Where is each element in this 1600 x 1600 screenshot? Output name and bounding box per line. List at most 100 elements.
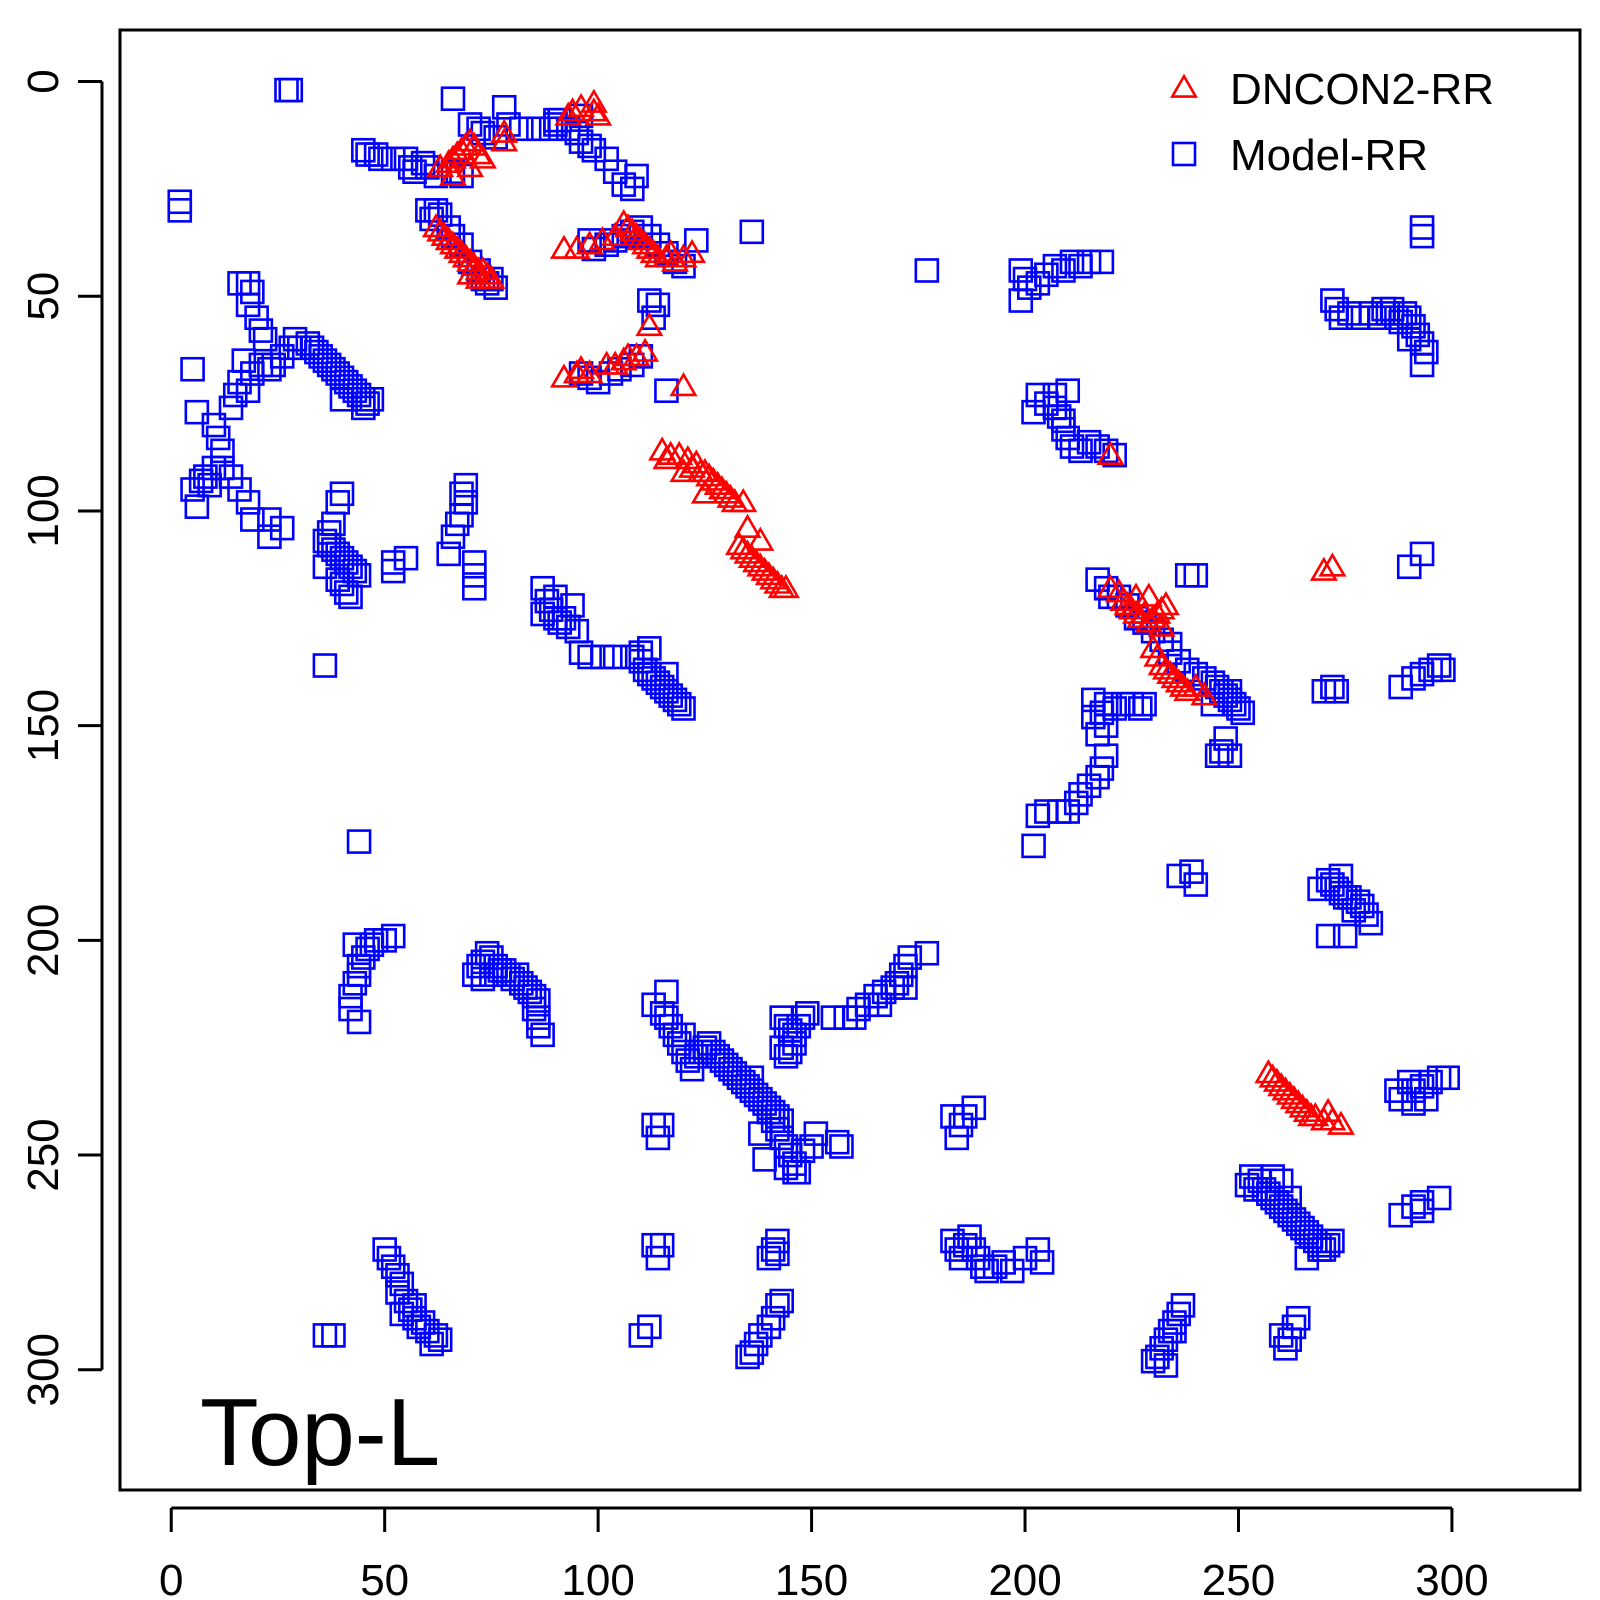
legend: DNCON2-RR Model-RR (1169, 65, 1494, 180)
data-point (579, 97, 608, 122)
data-point (415, 1318, 440, 1344)
data-point (427, 1327, 453, 1353)
data-point (333, 369, 359, 395)
data-point (308, 344, 333, 369)
data-point (760, 1237, 786, 1262)
data-point (743, 1082, 769, 1108)
data-point (1320, 288, 1345, 313)
data-point (639, 238, 668, 264)
data-point (658, 1013, 684, 1039)
data-point (321, 1323, 346, 1348)
y-axis: 0 50 100 150 200 250 300 (19, 69, 104, 1406)
data-point (703, 470, 732, 496)
data-point (739, 1340, 765, 1365)
data-point (372, 928, 397, 953)
data-point (355, 391, 380, 416)
data-point (321, 537, 346, 562)
data-point (631, 230, 660, 255)
data-point (773, 1043, 799, 1069)
data-point (1025, 1237, 1051, 1262)
x-tick-label: 300 (1415, 1556, 1488, 1600)
data-point (1409, 352, 1435, 378)
data-point (376, 1245, 402, 1271)
data-point (526, 988, 551, 1013)
data-point (1170, 1293, 1196, 1318)
data-point (1273, 1198, 1298, 1224)
data-point (222, 382, 248, 408)
data-point (799, 1134, 824, 1159)
series-dncon2-rr (421, 88, 1355, 1135)
data-point (1213, 683, 1238, 708)
data-point (269, 344, 295, 369)
data-point (1262, 1067, 1291, 1092)
data-point (312, 1323, 338, 1348)
data-point (1181, 672, 1210, 697)
data-point (564, 120, 590, 146)
data-point (893, 975, 918, 1000)
data-point (1315, 923, 1341, 949)
data-point (1213, 726, 1238, 751)
data-point (316, 352, 342, 378)
data-point (235, 490, 261, 515)
data-point (1396, 326, 1422, 352)
data-point (295, 331, 321, 356)
data-point (1162, 1318, 1187, 1344)
data-point (1288, 1093, 1317, 1118)
data-point (756, 1245, 782, 1271)
data-point (854, 992, 880, 1018)
data-point (679, 1056, 705, 1082)
data-point (227, 477, 252, 502)
data-point (1217, 743, 1243, 769)
data-point (1396, 554, 1422, 580)
data-point (1051, 417, 1076, 442)
data-point (555, 116, 581, 142)
data-point (389, 1271, 415, 1297)
data-point (1328, 880, 1354, 906)
data-point (760, 1108, 786, 1134)
data-point (769, 1035, 794, 1061)
y-tick-label: 100 (19, 474, 68, 547)
data-point (316, 520, 342, 545)
data-point (201, 412, 227, 438)
data-point (1034, 799, 1059, 824)
data-point (944, 1125, 970, 1151)
data-point (447, 238, 476, 264)
data-point (948, 1112, 974, 1138)
data-point (193, 464, 218, 489)
data-point (961, 1237, 987, 1262)
x-tick-label: 150 (775, 1556, 848, 1600)
data-point (777, 1039, 803, 1065)
data-point (735, 1074, 760, 1099)
data-point (722, 1061, 748, 1086)
data-point (637, 661, 662, 687)
data-point (577, 133, 602, 159)
data-point (188, 468, 214, 494)
y-tick-label: 300 (19, 1333, 68, 1406)
data-point (304, 339, 329, 365)
data-point (274, 77, 299, 103)
data-point (1029, 1250, 1055, 1275)
data-point (1183, 661, 1209, 687)
data-point (1042, 253, 1068, 279)
data-point (338, 996, 363, 1022)
data-point (645, 1245, 671, 1271)
data-point (1147, 595, 1176, 620)
data-point (739, 219, 765, 245)
data-point (999, 1258, 1025, 1284)
data-point (1021, 833, 1046, 859)
data-point (517, 979, 543, 1005)
data-point (419, 1331, 444, 1357)
data-point (765, 1293, 790, 1318)
data-point (167, 189, 193, 215)
data-point (479, 962, 504, 988)
data-point (1414, 1086, 1439, 1112)
data-point (654, 1005, 679, 1030)
data-point (1059, 249, 1085, 275)
data-point (312, 348, 338, 373)
data-point (739, 1065, 765, 1091)
data-point (346, 382, 372, 408)
data-point (765, 1228, 790, 1254)
data-point (1174, 563, 1200, 588)
data-point (1076, 773, 1102, 799)
data-point (669, 457, 698, 483)
